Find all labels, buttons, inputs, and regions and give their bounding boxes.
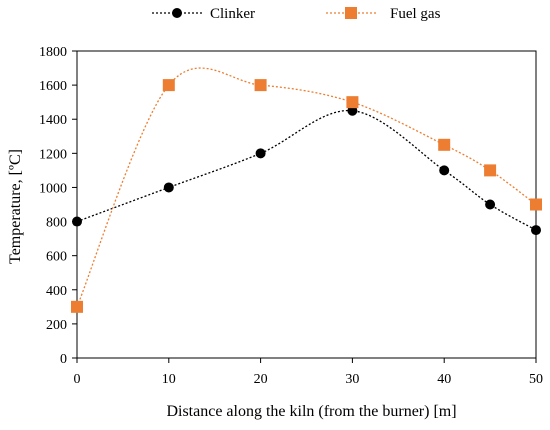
y-tick-label: 1000: [39, 181, 67, 196]
x-tick-label: 20: [254, 372, 268, 387]
y-tick-label: 1200: [39, 147, 67, 162]
series-line: [76, 110, 537, 231]
axes: 0 200 400 600 800 1000 1200 1400 1600 1800 0 10 20 30…: [39, 45, 543, 387]
y-tick-label: 1400: [39, 113, 67, 128]
data-point: [71, 300, 83, 313]
data-point: [485, 199, 496, 210]
legend-marker: [345, 7, 357, 19]
legend-label: Clinker: [210, 6, 255, 22]
y-tick-label: 600: [46, 250, 67, 265]
legend: Clinker Fuel gas: [152, 6, 441, 22]
data-point: [530, 198, 542, 211]
x-tick-label: 40: [437, 372, 451, 387]
x-tick-label: 50: [529, 372, 543, 387]
legend-item-clinker: Clinker: [152, 6, 255, 22]
data-point: [163, 182, 174, 193]
series-clinker: [72, 105, 541, 236]
data-point: [531, 225, 541, 236]
legend-label: Fuel gas: [390, 6, 441, 22]
x-tick-label: 0: [74, 372, 81, 387]
data-point: [255, 148, 266, 159]
x-axis-label: Distance along the kiln (from the burner…: [166, 403, 456, 420]
data-point: [484, 164, 497, 177]
data-point: [162, 79, 175, 92]
data-point: [346, 96, 359, 109]
plot-frame: [76, 50, 537, 359]
series-line: [76, 67, 537, 308]
series-fuel-gas: [71, 67, 542, 313]
y-tick-label: 800: [46, 216, 67, 231]
data-point: [72, 216, 82, 227]
y-tick-label: 400: [46, 284, 67, 299]
legend-item-fuel-gas: Fuel gas: [326, 6, 441, 22]
y-tick-label: 1800: [39, 45, 67, 60]
x-tick-label: 30: [345, 372, 359, 387]
data-point: [347, 105, 358, 116]
y-tick-label: 200: [46, 318, 67, 333]
data-point: [254, 79, 267, 92]
data-point: [439, 165, 450, 176]
y-axis-label: Temperature, [ºC]: [7, 149, 24, 264]
x-tick-label: 10: [162, 372, 176, 387]
data-point: [438, 138, 451, 151]
legend-marker: [172, 8, 182, 18]
y-tick-label: 0: [60, 352, 67, 367]
series-layer: [71, 67, 542, 313]
y-tick-label: 1600: [39, 79, 67, 94]
